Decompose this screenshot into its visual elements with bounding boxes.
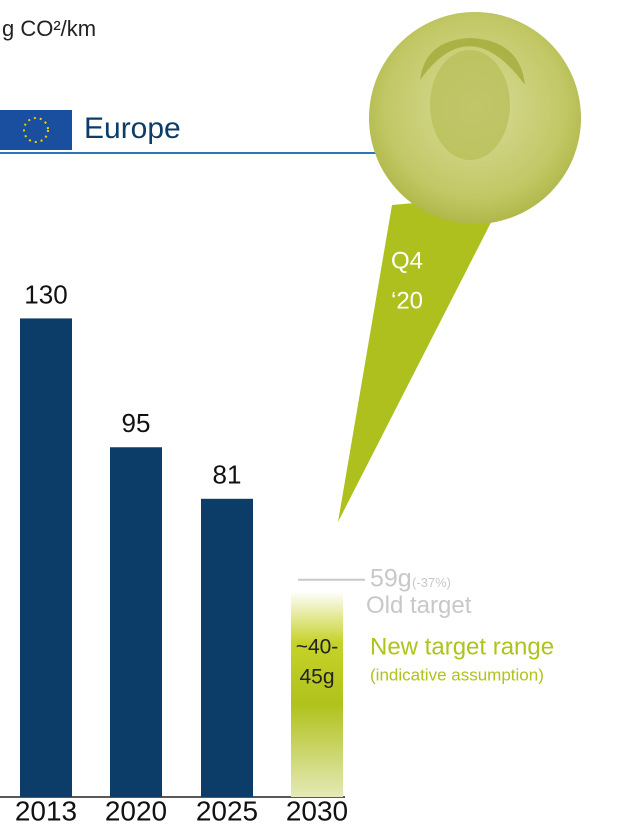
x-tick-label: 2025 [196,795,258,826]
old-target-value: 59g [370,564,412,592]
x-tick-label: 2013 [15,795,77,826]
portrait [338,12,581,522]
value-label: 95 [122,408,151,438]
unit-label: g CO²/km [2,16,96,41]
x-tick-label: 2030 [286,795,348,826]
bar [201,498,253,797]
callout-text: Q4 [391,247,423,274]
target-range-bar [291,591,343,797]
new-target-note: (indicative assumption) [370,665,544,684]
target-range-label: ~40- [296,636,339,659]
callout-text: ‘20 [391,287,423,314]
value-label: 81 [213,460,242,490]
old-target-change: (-37%) [412,575,451,590]
value-label: 130 [24,279,67,309]
region-label: Europe [84,112,181,145]
x-tick-label: 2020 [105,795,167,826]
target-range-label: 45g [299,666,334,689]
bar [110,447,162,797]
eu-flag [0,110,72,150]
bar [20,318,72,797]
new-target-name: New target range [370,633,554,660]
old-target-name: Old target [366,592,472,619]
